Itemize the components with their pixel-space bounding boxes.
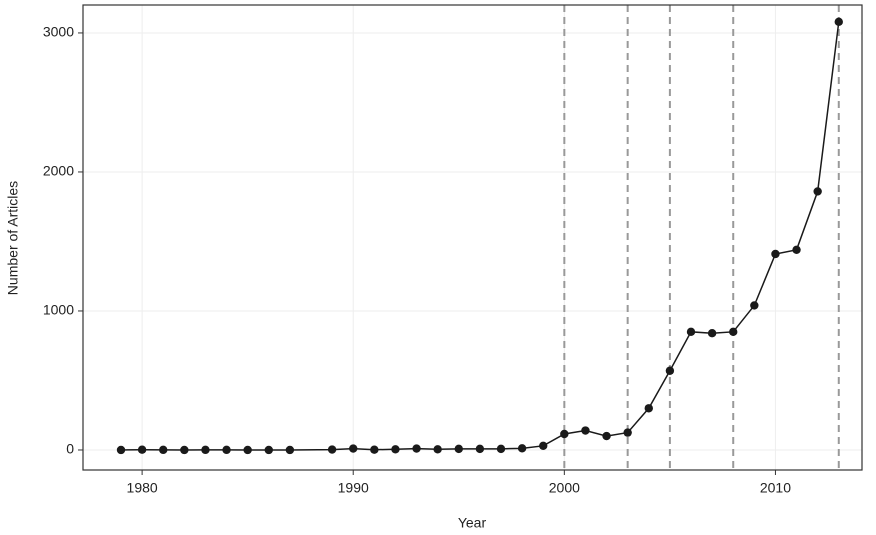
x-tick-label: 1990 xyxy=(338,480,369,496)
data-point xyxy=(264,445,273,455)
data-point xyxy=(581,426,590,435)
data-point xyxy=(243,445,252,455)
data-point xyxy=(180,445,189,455)
x-tick-label: 1980 xyxy=(127,480,158,496)
data-point xyxy=(475,444,485,454)
data-point xyxy=(602,431,611,441)
y-tick-label: 0 xyxy=(66,441,74,457)
data-point xyxy=(623,428,632,437)
data-point xyxy=(327,445,337,454)
data-point xyxy=(771,249,780,259)
y-tick-label: 3000 xyxy=(43,24,74,40)
data-point xyxy=(813,187,822,196)
x-axis-label: Year xyxy=(458,515,487,531)
data-point xyxy=(539,441,548,451)
y-axis-label: Number of Articles xyxy=(5,181,21,295)
data-point xyxy=(792,245,801,255)
data-point xyxy=(665,366,675,375)
data-point xyxy=(560,429,569,439)
data-point xyxy=(412,444,421,453)
data-point xyxy=(116,445,126,455)
data-line xyxy=(120,21,840,451)
data-point xyxy=(433,445,442,454)
plot-border xyxy=(82,4,863,471)
data-point xyxy=(707,329,717,338)
data-point xyxy=(370,445,379,454)
x-tick-label: 2010 xyxy=(760,480,791,496)
data-point xyxy=(285,445,295,455)
data-point xyxy=(644,404,653,413)
y-tick-label: 2000 xyxy=(43,163,74,179)
data-point xyxy=(834,17,843,27)
data-point xyxy=(201,445,210,455)
data-point xyxy=(391,445,400,454)
data-point xyxy=(686,327,696,337)
data-point xyxy=(496,444,506,454)
data-point xyxy=(750,301,759,310)
data-point xyxy=(517,444,527,453)
data-point xyxy=(222,445,231,455)
data-point xyxy=(137,445,147,454)
y-tick-label: 1000 xyxy=(43,302,74,318)
x-tick-label: 2000 xyxy=(549,480,580,496)
data-point xyxy=(349,444,358,453)
data-point xyxy=(454,444,463,454)
data-point xyxy=(159,445,168,455)
data-point xyxy=(729,327,738,337)
